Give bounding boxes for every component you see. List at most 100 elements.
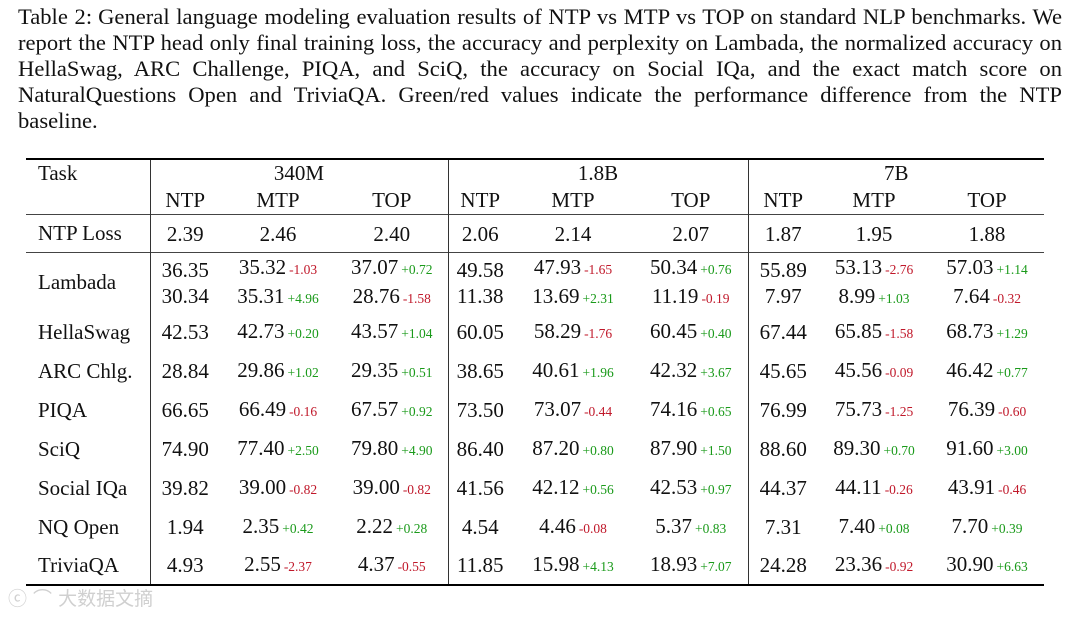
results-table: Task 340M 1.8B 7B NTP MTP TOP NTP MTP TOP NTP M… (26, 158, 1045, 586)
cell-value: 35.32 (238, 254, 287, 279)
delta-value: +1.96 (582, 364, 614, 380)
table-row: SciQ 74.90 77.40 +2.50 79.80 +4.90 86.40 87.20 +… (26, 429, 1044, 469)
table-cell: 39.00 -0.82 (220, 469, 336, 508)
delta-value: +2.31 (582, 290, 614, 306)
cell-value: 76.99 (759, 398, 807, 422)
cell-value: 29.86 (237, 357, 285, 382)
cell-value: 89.30 (833, 435, 881, 460)
table-cell: 66.65 (149, 390, 220, 430)
delta-value: +0.80 (582, 442, 614, 458)
cell-value: 42.73 (237, 318, 285, 343)
table-cell: 47.93 -1.65 13.69 +2.31 (512, 252, 634, 313)
table-cell: 11.85 (447, 546, 512, 586)
table-row: TriviaQA 4.93 2.55 -2.37 4.37 -0.55 11.85 15.98… (26, 546, 1045, 586)
table-cell: 79.80 +4.90 (336, 430, 448, 469)
table-cell: 76.39 -0.60 (930, 391, 1044, 430)
table-cell: 42.73 +0.20 (220, 313, 336, 352)
delta-value: +0.92 (401, 403, 433, 419)
table-cell: 2.22 +0.28 (336, 508, 448, 547)
table-row: Lambada 36.35 30.34 35.32 -1.03 35.31 +4.96 37.… (26, 252, 1045, 313)
delta-value: +7.07 (700, 558, 732, 574)
cell-value: 11.85 (457, 553, 504, 577)
cell-value: 39.82 (161, 476, 209, 500)
table-cell: 18.93 +7.07 (634, 546, 749, 586)
table-cell: 1.94 (149, 507, 220, 547)
cell-value: 42.53 (161, 320, 209, 344)
cell-value: 73.50 (456, 398, 504, 422)
table-cell: 2.40 (336, 214, 448, 253)
cell-value: 5.37 (655, 513, 692, 538)
table-cell: 67.44 (747, 312, 819, 352)
delta-value: -1.25 (885, 403, 914, 419)
delta-value: +0.83 (695, 520, 727, 536)
table-cell: 1.88 (930, 214, 1045, 253)
table-cell: 39.82 (149, 468, 220, 508)
delta-value: -0.09 (885, 364, 914, 380)
delta-value: +4.96 (287, 290, 319, 306)
table-cell: 24.28 (747, 546, 819, 586)
delta-value: +6.63 (996, 558, 1028, 574)
table-cell: 4.54 (447, 507, 512, 547)
table-cell: 58.29 -1.76 (512, 313, 634, 352)
cell-value: 77.40 (237, 435, 285, 460)
cell-value: 40.61 (532, 357, 580, 382)
cell-value: 57.03 (946, 254, 994, 279)
delta-value: +0.72 (401, 261, 433, 277)
table-cell: 73.07 -0.44 (512, 391, 634, 430)
cell-value: 7.97 (764, 283, 802, 308)
cell-value: 24.28 (759, 553, 807, 577)
cell-value: 28.76 (352, 283, 400, 308)
table-cell: 46.42 +0.77 (930, 352, 1044, 391)
cell-value: 45.65 (759, 359, 807, 383)
delta-value: +0.51 (401, 364, 433, 380)
method-header: NTP (447, 186, 512, 215)
table-cell: 53.13 -2.76 8.99 +1.03 (818, 252, 931, 313)
table-cell: 43.91 -0.46 (930, 469, 1044, 508)
table-cell: 67.57 +0.92 (336, 391, 448, 430)
table-cell: 87.20 +0.80 (512, 430, 634, 469)
cell-value: 35.31 (237, 283, 285, 308)
row-task-label: HellaSwag (38, 319, 131, 344)
delta-value: -0.19 (701, 290, 730, 306)
cell-value: 91.60 (946, 435, 994, 460)
cell-value: 2.07 (672, 221, 710, 246)
table-cell: 38.65 (447, 351, 512, 391)
method-header: MTP (256, 187, 300, 212)
row-task-label: SciQ (38, 436, 80, 461)
cell-value: 11.19 (651, 283, 699, 308)
delta-value: +0.20 (287, 325, 319, 341)
table-cell: 2.55 -2.37 (220, 546, 336, 586)
delta-value: -1.03 (289, 261, 318, 277)
cell-value: 4.54 (461, 515, 499, 539)
cell-value: 13.69 (532, 283, 580, 308)
delta-value: +1.50 (700, 442, 732, 458)
table-cell: 29.86 +1.02 (220, 352, 336, 391)
cell-value: 2.46 (259, 221, 297, 246)
table-cell: 23.36 -0.92 (818, 546, 931, 586)
cell-value: 41.56 (456, 476, 504, 500)
method-header: TOP (671, 187, 711, 212)
cell-value: 76.39 (947, 396, 996, 421)
cell-value: 43.57 (351, 318, 399, 343)
table-cell: 91.60 +3.00 (930, 430, 1044, 469)
method-header: NTP (747, 186, 819, 215)
cell-value: 39.00 (352, 474, 400, 499)
table-cell: 89.30 +0.70 (818, 430, 930, 469)
cell-value: 55.89 (759, 257, 807, 282)
table-cell: 1.95 (818, 214, 931, 253)
cell-value: 36.35 (161, 257, 209, 282)
table-cell: 45.65 (747, 351, 819, 391)
table-cell: 65.85 -1.58 (818, 313, 930, 352)
delta-value: +0.39 (991, 520, 1023, 536)
table-cell: 2.07 (634, 214, 749, 253)
cell-value: 88.60 (759, 437, 807, 461)
delta-value: +1.04 (401, 325, 433, 341)
cell-value: 87.90 (650, 435, 698, 460)
cell-value: 30.90 (946, 551, 994, 576)
table-cell: 49.58 11.38 (447, 252, 512, 313)
task-header: Task (26, 158, 150, 186)
table-cell: 60.45 +0.40 (634, 313, 748, 352)
cell-value: 1.87 (764, 221, 802, 246)
method-header: MTP (852, 187, 896, 212)
method-header: MTP (551, 187, 595, 212)
